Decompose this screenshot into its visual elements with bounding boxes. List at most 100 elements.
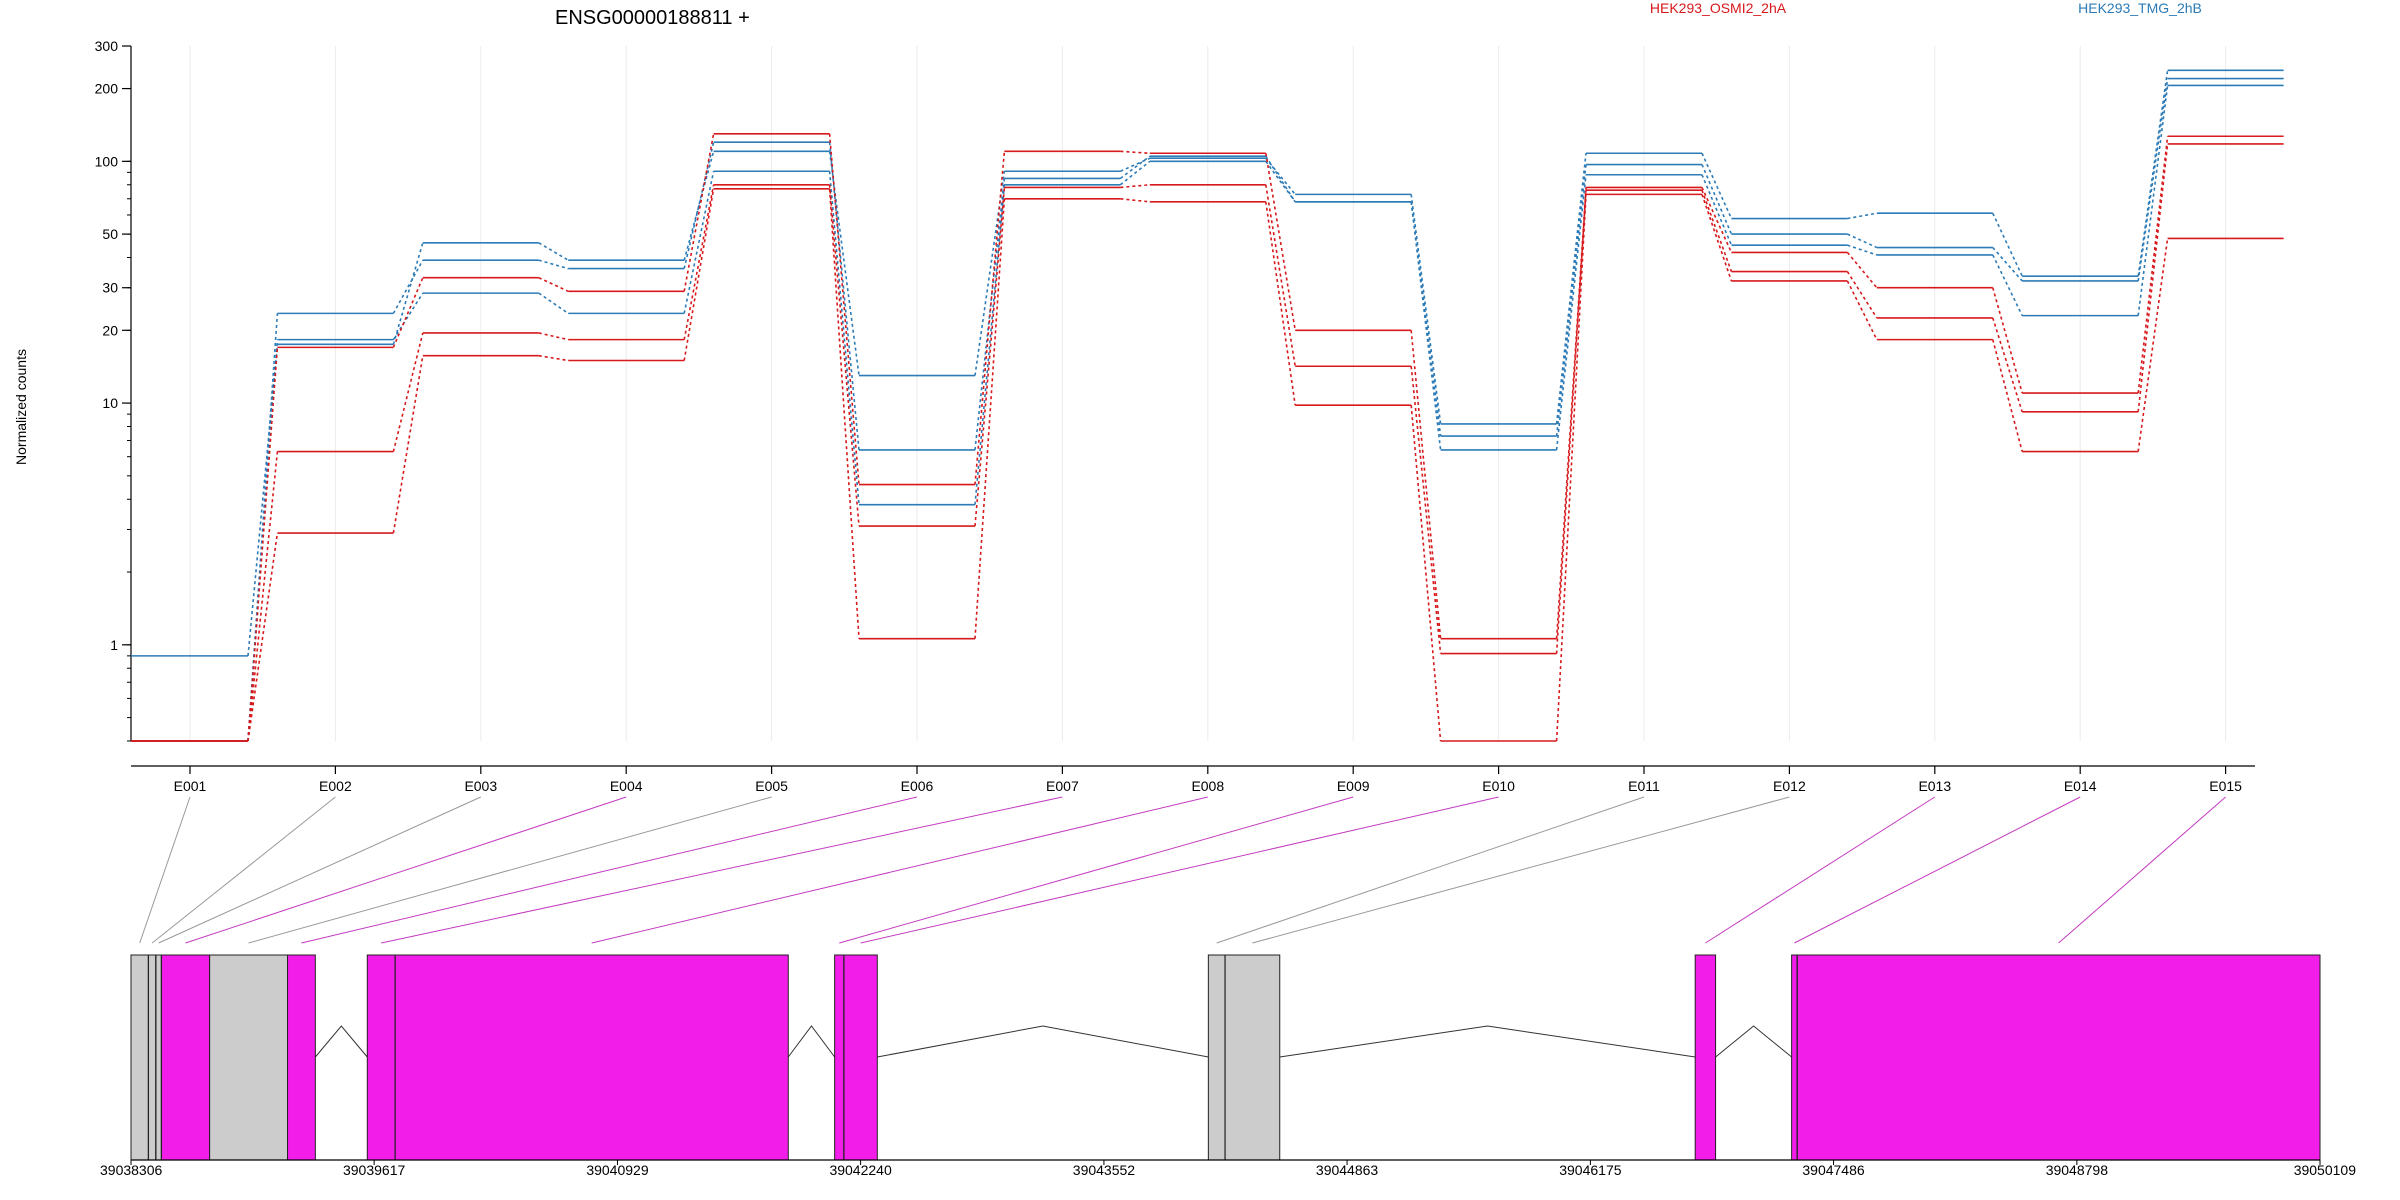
- x-tick-label: E014: [2064, 778, 2097, 794]
- series-HEK293_OSMI2_2hA: [131, 143, 2284, 742]
- series-join: [683, 184, 715, 340]
- coord-tick-label: 39038306: [100, 1162, 163, 1178]
- exon-bin-E015: [1796, 954, 2321, 1161]
- series-join: [1265, 160, 1296, 203]
- coord-tick-label: 39044863: [1316, 1162, 1379, 1178]
- intron-line: [314, 1025, 368, 1058]
- coord-tick-label: 39046175: [1559, 1162, 1622, 1178]
- series-join: [974, 171, 1006, 376]
- series-join: [392, 355, 424, 534]
- exon-bin-E005: [209, 954, 289, 1161]
- series-join: [1410, 366, 1442, 654]
- y-tick-label: 300: [95, 38, 119, 54]
- y-tick-label: 50: [102, 226, 118, 242]
- x-tick-label: E009: [1337, 778, 1370, 794]
- exon-bin-E008: [394, 954, 789, 1161]
- series-join: [538, 242, 569, 261]
- series-join: [392, 259, 424, 314]
- intron-line: [1715, 1025, 1792, 1058]
- series-join: [683, 151, 715, 261]
- series-join: [1847, 244, 1878, 256]
- connector-line: [248, 796, 772, 944]
- series-join: [1555, 153, 1587, 424]
- y-axis-label: Normalized counts: [13, 349, 29, 465]
- series-join: [1555, 164, 1587, 437]
- exon-bin-E006: [287, 954, 316, 1161]
- y-tick-label: 30: [102, 280, 118, 296]
- connector-line: [839, 796, 1354, 944]
- exon-bin-E004: [160, 954, 211, 1161]
- x-tick-label: E006: [901, 778, 934, 794]
- y-tick-label: 200: [95, 81, 119, 97]
- series-join: [1992, 212, 2023, 277]
- series-join: [683, 142, 715, 269]
- series-join: [538, 332, 569, 341]
- exon-bin-E001: [130, 954, 149, 1161]
- coord-tick-label: 39043552: [1073, 1162, 1136, 1178]
- series-join: [1119, 155, 1151, 180]
- series-HEK293_OSMI2_2hA: [131, 132, 2284, 742]
- series-join: [1119, 160, 1151, 186]
- y-tick-label: 10: [102, 395, 118, 411]
- series-join: [392, 277, 424, 348]
- series-join: [828, 171, 860, 505]
- y-tick-label: 20: [102, 322, 118, 338]
- series-join: [247, 313, 279, 742]
- connector-line: [1216, 796, 1645, 944]
- x-tick-label: E013: [1918, 778, 1951, 794]
- series-join: [1555, 174, 1587, 451]
- series-join: [2137, 238, 2169, 452]
- x-tick-label: E010: [1482, 778, 1515, 794]
- coord-tick-label: 39048798: [2046, 1162, 2109, 1178]
- exon-bin-E014: [1791, 954, 1798, 1161]
- series-join: [1265, 184, 1296, 367]
- series-join: [1701, 187, 1733, 253]
- series-join: [1846, 271, 1878, 319]
- series-join: [828, 133, 860, 485]
- x-axis: E001 E002 E003 E004 E005 E006 E007 E008 E009 E010…: [131, 765, 2255, 794]
- exon-bin-E007: [366, 954, 396, 1161]
- connector-line: [185, 796, 627, 944]
- intron-line: [1279, 1025, 1696, 1058]
- intron-line: [877, 1025, 1209, 1058]
- series-lines: [131, 69, 2284, 742]
- series-join: [1265, 201, 1296, 406]
- series-join: [683, 133, 715, 292]
- exon-bin-E011: [1207, 954, 1226, 1161]
- x-tick-label: E004: [610, 778, 643, 794]
- connector-line: [301, 796, 918, 944]
- connector-line: [860, 796, 1499, 944]
- series-join: [1992, 246, 2023, 282]
- gene-model: 39038306 39039617 39040929 39042240 39043552…: [100, 954, 2356, 1178]
- series-join: [538, 354, 569, 362]
- connector-line: [1794, 796, 2081, 944]
- series-join: [538, 259, 569, 270]
- series-join: [538, 292, 569, 315]
- x-tick-label: E011: [1628, 778, 1660, 794]
- series-join: [1701, 189, 1733, 272]
- x-tick-label: E012: [1773, 778, 1806, 794]
- series-join: [1992, 339, 2023, 452]
- connector-line: [158, 796, 482, 944]
- exon-bin-E003: [155, 954, 162, 1161]
- y-tick-label: 1: [110, 637, 118, 653]
- x-tick-label: E001: [174, 778, 207, 794]
- exon-bin-E010: [843, 954, 878, 1161]
- series-join: [1846, 251, 1878, 289]
- connector-line: [381, 796, 1063, 944]
- coord-tick-label: 39042240: [829, 1162, 892, 1178]
- series-join: [2137, 136, 2169, 394]
- series-join: [392, 332, 424, 452]
- series-join: [828, 188, 860, 639]
- series-join: [683, 188, 715, 361]
- x-tick-label: E005: [755, 778, 788, 794]
- series-join: [247, 347, 279, 742]
- series-join: [1410, 330, 1442, 639]
- series-HEK293_TMG_2hB: [131, 69, 2284, 657]
- series-join: [974, 198, 1006, 639]
- legend-label-tmg: HEK293_TMG_2hB: [2078, 0, 2202, 16]
- series-join: [1120, 150, 1150, 155]
- series-join: [392, 242, 424, 345]
- series-join: [1555, 194, 1587, 742]
- vertical-gridlines: [189, 46, 2227, 741]
